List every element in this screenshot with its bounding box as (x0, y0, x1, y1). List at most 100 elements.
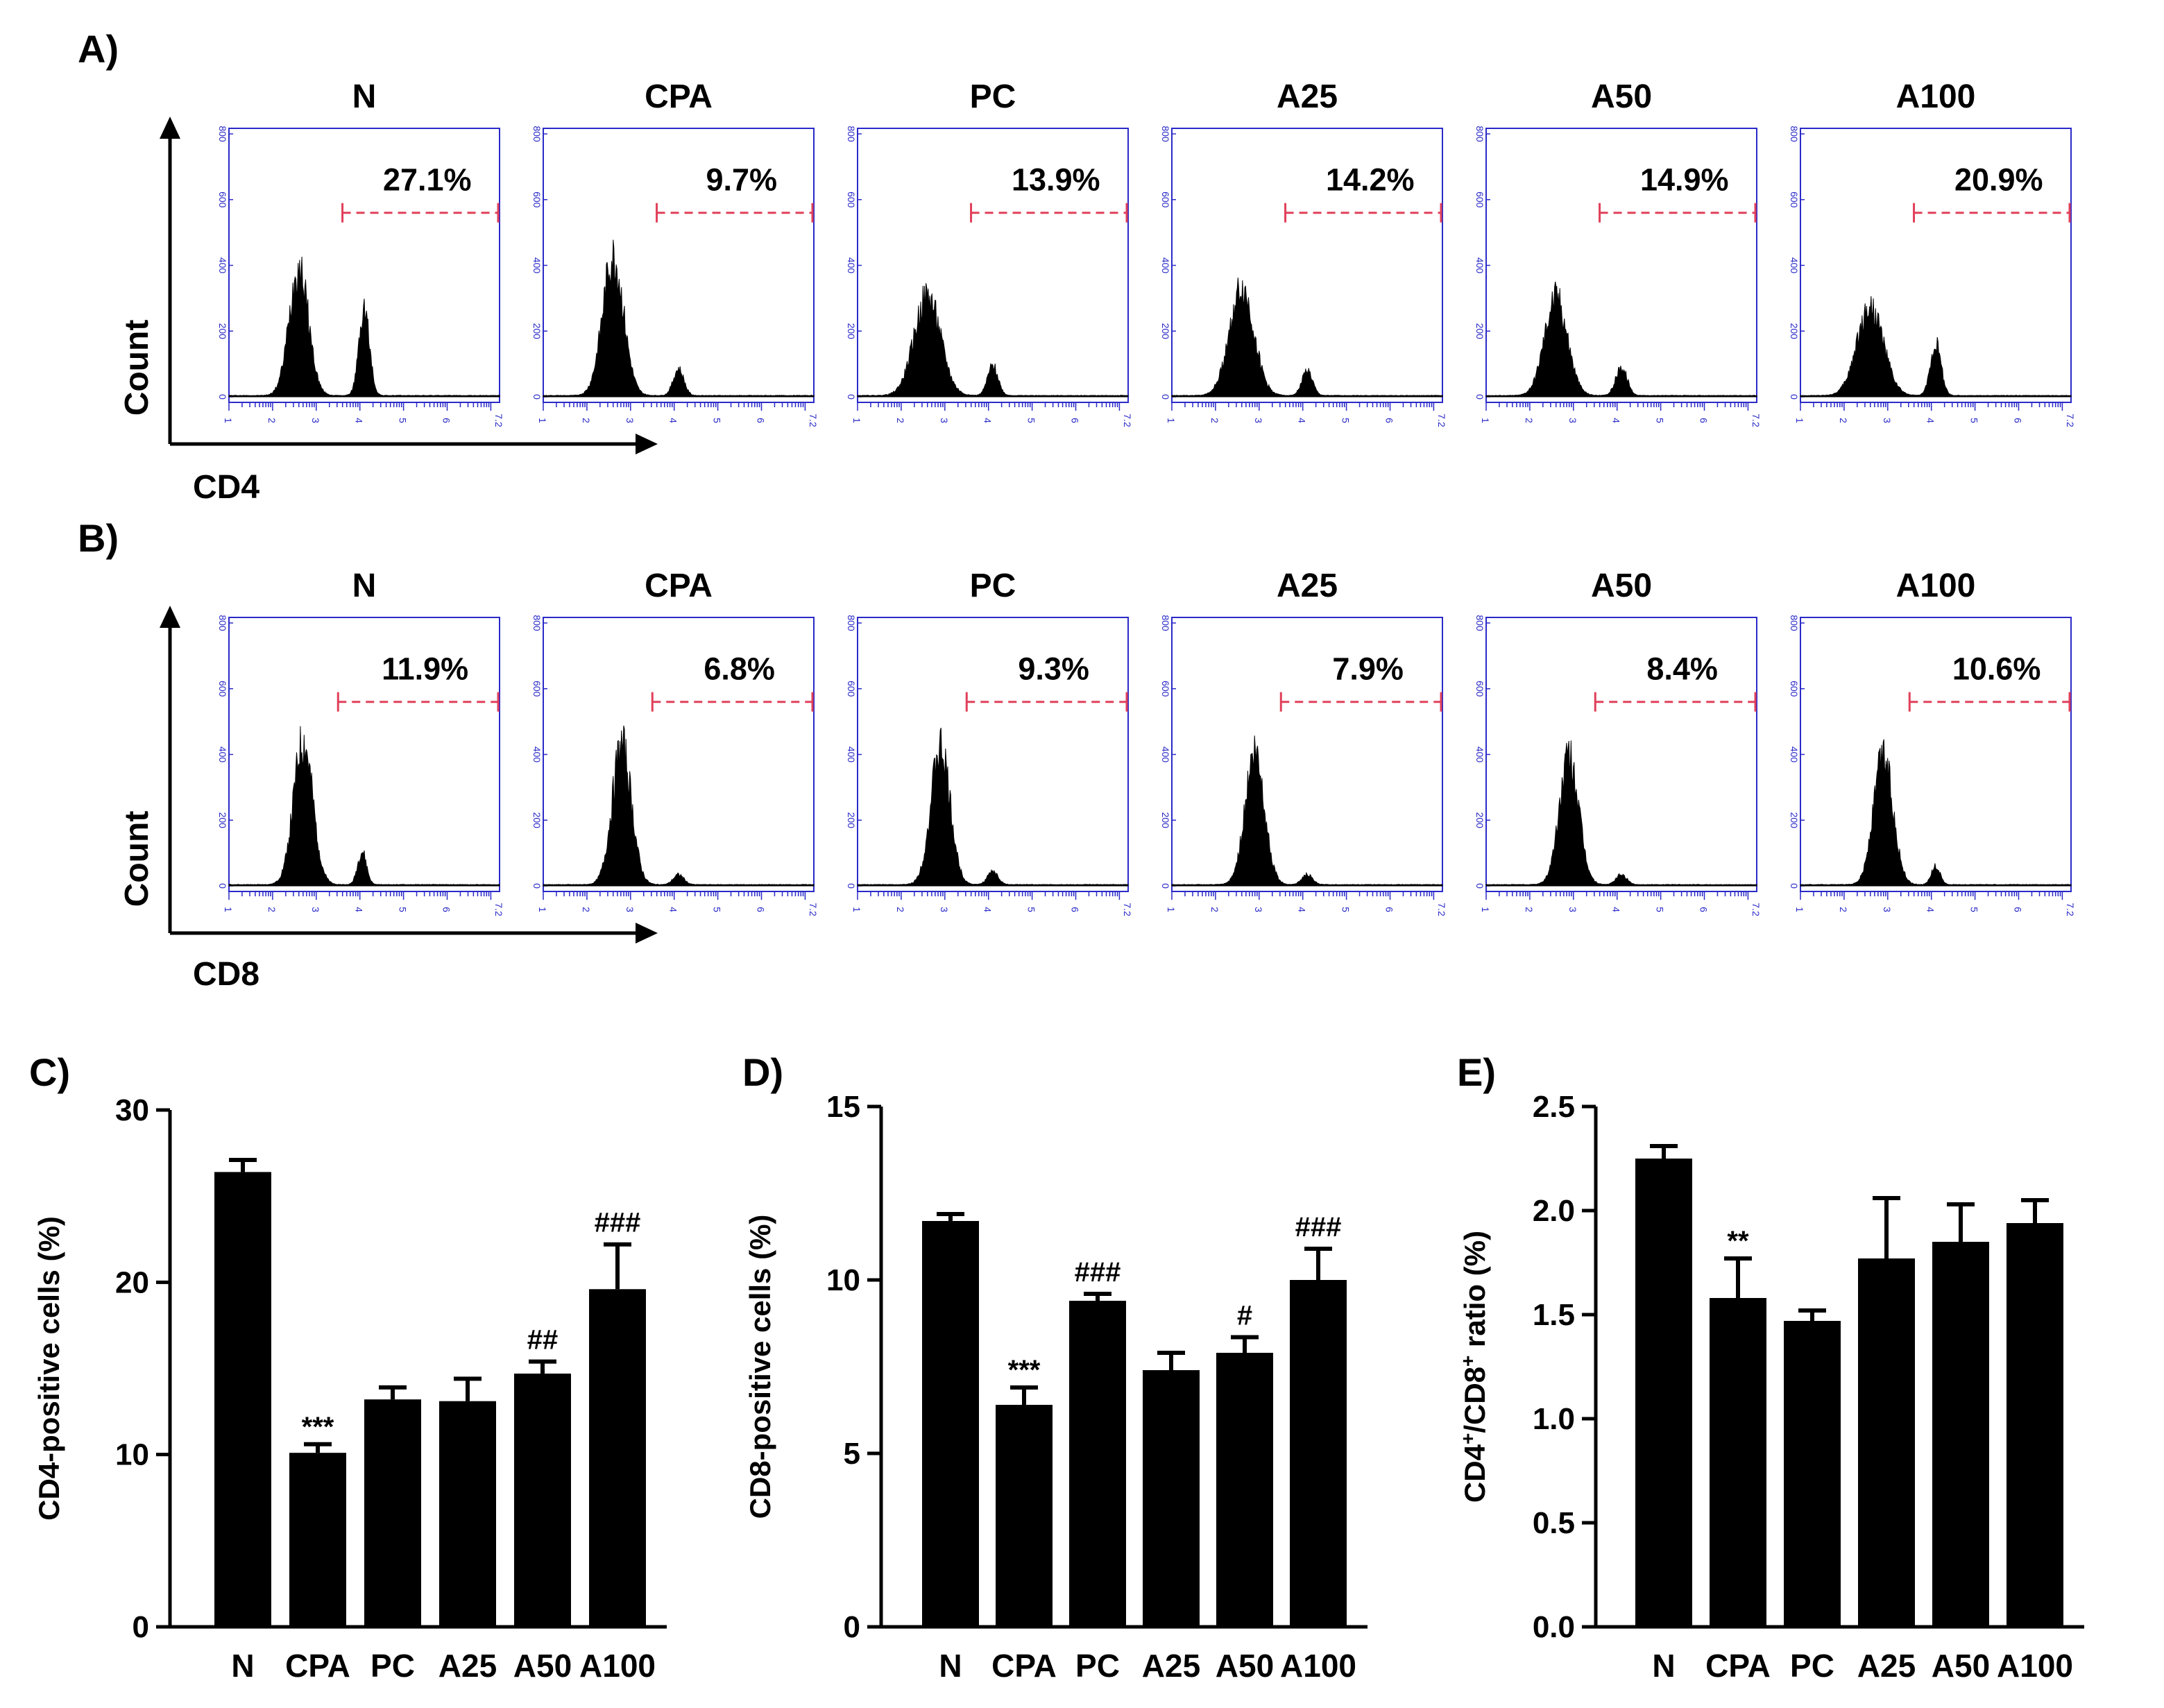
bar-pc (364, 1399, 421, 1627)
histogram-x-tick-label: 3 (1882, 418, 1893, 423)
histogram-y-tick-label: 200 (531, 812, 543, 829)
histogram-y-tick-label: 800 (531, 126, 543, 142)
panel-label-c: C) (29, 1050, 70, 1094)
x-tick-label: PC (1790, 1648, 1834, 1684)
histogram-x-tick-label: 2 (895, 418, 906, 423)
histogram-x-tick-label: 5 (1340, 418, 1352, 423)
histogram-y-tick-label: 400 (1789, 746, 1800, 763)
bar-n (214, 1172, 271, 1627)
histogram-title: CPA (645, 567, 713, 604)
row-x-label: CD4 (193, 469, 259, 506)
y-axis-label-superscript: + (1457, 1356, 1479, 1367)
x-tick-label: CPA (1705, 1648, 1771, 1684)
histogram-x-tick-label: 3 (1882, 907, 1893, 912)
histogram-distribution (1485, 281, 1757, 398)
histogram-panel-n: N 0 200 400 600 800 1 2 3 4 5 6 7.2 11.9% (217, 567, 504, 916)
histogram-title: A25 (1277, 567, 1338, 604)
x-tick-label: N (1652, 1648, 1675, 1684)
histogram-y-tick-label: 800 (217, 615, 228, 631)
histogram-x-tick-label: 5 (1969, 418, 1980, 423)
bar-a50 (1932, 1242, 1989, 1627)
histogram-x-tick-label: 4 (668, 907, 679, 912)
histogram-y-tick-label: 800 (1160, 126, 1171, 142)
bar-cpa (1710, 1298, 1766, 1627)
histogram-y-tick-label: 0 (1789, 394, 1800, 400)
y-axis-label-part: CD4 (1458, 1444, 1491, 1503)
histogram-title: A50 (1591, 567, 1652, 604)
significance-label: ### (595, 1208, 641, 1238)
x-tick-label: CPA (991, 1648, 1057, 1684)
histogram-x-tick-label: 5 (1026, 418, 1037, 423)
gate-percentage: 14.9% (1640, 162, 1729, 198)
histogram-y-tick-label: 200 (531, 323, 543, 340)
row-x-label: CD8 (193, 956, 259, 993)
bar-a100 (589, 1289, 646, 1627)
gate-percentage: 9.7% (706, 162, 777, 198)
histogram-y-tick-label: 600 (531, 191, 543, 208)
y-tick-label: 30 (115, 1093, 149, 1127)
histogram-y-tick-label: 200 (1474, 812, 1485, 829)
histogram-y-tick-label: 0 (531, 394, 543, 400)
histogram-distribution (1800, 296, 2072, 398)
histogram-x-tick-label: 3 (624, 907, 636, 912)
histogram-x-tick-label: 4 (1925, 418, 1936, 423)
significance-label: ### (1075, 1257, 1121, 1288)
histogram-x-tick-label: 5 (1969, 907, 1980, 912)
x-tick-label: A50 (1216, 1648, 1274, 1684)
histogram-y-tick-label: 200 (1160, 323, 1171, 340)
histogram-x-tick-label: 5 (1026, 907, 1037, 912)
histogram-x-tick-label: 1 (851, 907, 862, 912)
histogram-title: PC (970, 78, 1016, 115)
histogram-y-tick-label: 0 (1789, 883, 1800, 889)
histogram-y-tick-label: 200 (1160, 812, 1171, 829)
row-axis-x-arrowhead (636, 923, 658, 943)
histogram-y-tick-label: 200 (1474, 323, 1485, 340)
x-tick-label: A25 (1142, 1648, 1200, 1684)
histogram-x-tick-label: 3 (1567, 418, 1578, 423)
histogram-distribution (543, 725, 815, 887)
histogram-y-tick-label: 0 (1474, 883, 1485, 889)
histogram-x-tick-label: 5 (1340, 907, 1352, 912)
row-y-label: Count (119, 320, 155, 416)
histogram-x-tick-label: 2 (581, 418, 592, 423)
histogram-y-tick-label: 600 (217, 681, 228, 697)
histogram-x-tick-label: 1 (1166, 907, 1177, 912)
histogram-y-tick-label: 0 (531, 883, 543, 889)
histogram-x-tick-label: 7.2 (1122, 903, 1133, 916)
histogram-panel-a25: A25 0 200 400 600 800 1 2 3 4 5 6 7.2 14.2% (1160, 78, 1447, 427)
x-tick-label: A100 (1280, 1648, 1356, 1684)
histogram-panel-n: N 0 200 400 600 800 1 2 3 4 5 6 7.2 27.1% (217, 78, 504, 427)
bar-a100 (2007, 1223, 2063, 1627)
histogram-title: A100 (1896, 78, 1976, 115)
histogram-x-tick-label: 1 (1794, 418, 1805, 423)
y-tick-label: 0.0 (1533, 1610, 1575, 1644)
histogram-x-tick-label: 7.2 (1122, 413, 1133, 427)
histogram-x-tick-label: 5 (712, 907, 723, 912)
histogram-y-tick-label: 400 (1474, 257, 1485, 274)
gate-percentage: 10.6% (1952, 651, 2041, 687)
histogram-distribution (1485, 740, 1757, 887)
histogram-y-tick-label: 600 (1474, 191, 1485, 208)
x-tick-label: A100 (1997, 1648, 2073, 1684)
y-tick-label: 10 (115, 1438, 149, 1472)
gate-percentage: 14.2% (1326, 162, 1415, 198)
histogram-y-tick-label: 0 (1160, 883, 1171, 889)
bar-pc (1069, 1301, 1126, 1627)
histogram-x-tick-label: 7.2 (493, 903, 504, 916)
bar-a50 (514, 1373, 571, 1627)
x-tick-label: CPA (285, 1648, 350, 1684)
gate-percentage: 11.9% (382, 651, 468, 687)
histogram-x-tick-label: 3 (624, 418, 636, 423)
histogram-x-tick-label: 3 (939, 418, 950, 423)
histogram-panel-a50: A50 0 200 400 600 800 1 2 3 4 5 6 7.2 8.4% (1474, 567, 1762, 916)
histogram-x-tick-label: 3 (310, 418, 321, 423)
significance-label: *** (1008, 1355, 1041, 1385)
histogram-y-tick-label: 0 (217, 883, 228, 889)
histogram-x-tick-label: 2 (1838, 907, 1849, 912)
histogram-x-tick-label: 6 (1384, 907, 1395, 912)
bar-cpa (289, 1453, 346, 1627)
histogram-y-tick-label: 200 (846, 812, 857, 829)
histogram-panel-a100: A100 0 200 400 600 800 1 2 3 4 5 6 7.2 10.6% (1789, 567, 2076, 916)
